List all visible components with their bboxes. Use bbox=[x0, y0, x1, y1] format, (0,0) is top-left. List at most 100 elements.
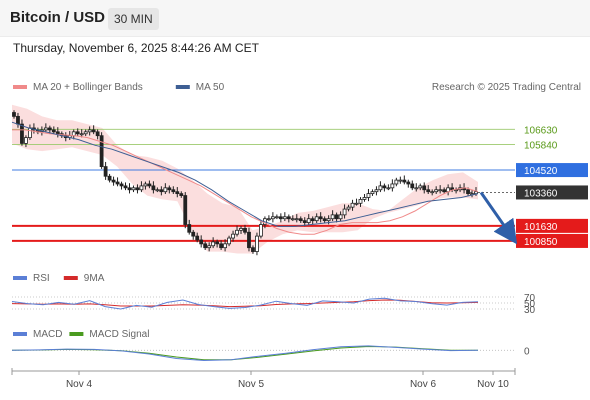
candle bbox=[207, 242, 212, 252]
candle bbox=[55, 127, 60, 138]
candle bbox=[175, 187, 180, 198]
candle bbox=[342, 204, 347, 219]
candle bbox=[243, 224, 247, 235]
candle bbox=[87, 126, 92, 136]
candle bbox=[159, 186, 164, 196]
price-level-label: 101630 bbox=[524, 222, 558, 233]
timeframe-badge[interactable]: 30 MIN bbox=[108, 8, 159, 30]
candle bbox=[51, 126, 56, 135]
ma20-line bbox=[12, 129, 479, 235]
candle bbox=[203, 241, 208, 251]
candle bbox=[99, 132, 104, 169]
main-pane: 106630 105840 104520 103360 101630 100850 bbox=[11, 104, 588, 256]
candle bbox=[211, 237, 216, 249]
candle bbox=[247, 227, 251, 252]
candle bbox=[282, 212, 287, 222]
candle bbox=[370, 189, 375, 196]
candle bbox=[314, 213, 319, 223]
candle bbox=[143, 181, 148, 190]
legend-label: MACD bbox=[33, 329, 62, 340]
candle bbox=[310, 216, 315, 225]
candle bbox=[20, 119, 24, 146]
candle bbox=[155, 187, 160, 193]
candle bbox=[147, 180, 152, 189]
rsi-line bbox=[11, 297, 479, 310]
candle bbox=[434, 186, 439, 195]
title-bar: Bitcoin / USD 30 MIN bbox=[0, 0, 590, 37]
candle bbox=[179, 191, 184, 198]
legend-swatch bbox=[175, 85, 190, 89]
candle bbox=[382, 183, 387, 192]
candle bbox=[346, 204, 351, 212]
candle bbox=[123, 182, 128, 191]
copyright-label: Research © 2025 Trading Central bbox=[432, 82, 581, 93]
candle bbox=[390, 179, 395, 192]
price-level-label: 106630 bbox=[524, 125, 558, 136]
candle bbox=[422, 182, 427, 194]
legend-label: MA 20 + Bollinger Bands bbox=[33, 82, 143, 93]
macd-zero-label: 0 bbox=[524, 346, 530, 357]
candle bbox=[47, 125, 52, 134]
candle bbox=[191, 229, 196, 240]
candle bbox=[286, 214, 291, 223]
candle bbox=[111, 176, 116, 186]
price-level-box bbox=[516, 185, 588, 200]
time-tick-label: Nov 6 bbox=[410, 379, 437, 390]
candle bbox=[362, 194, 367, 202]
candle bbox=[251, 245, 255, 254]
time-tick-label: Nov 10 bbox=[477, 379, 509, 390]
candle bbox=[378, 181, 383, 193]
candle bbox=[163, 183, 168, 195]
candle bbox=[227, 235, 231, 247]
candle bbox=[394, 177, 399, 187]
candle bbox=[350, 199, 355, 211]
chart-datetime: Thursday, November 6, 2025 8:44:26 AM CE… bbox=[13, 41, 259, 55]
rsi-level-label: 70 bbox=[524, 293, 536, 304]
candle bbox=[83, 129, 88, 137]
ma50-line bbox=[11, 121, 479, 227]
candle bbox=[358, 197, 363, 207]
rsi-level-label: 50 bbox=[524, 299, 536, 310]
time-tick-label: Nov 5 bbox=[238, 379, 265, 390]
candle bbox=[151, 181, 156, 194]
candle bbox=[235, 225, 239, 237]
candle bbox=[135, 184, 140, 194]
price-level-label: 104520 bbox=[524, 166, 558, 177]
candle bbox=[298, 216, 303, 223]
candle bbox=[127, 183, 132, 194]
legend-swatch bbox=[13, 85, 27, 89]
legend-label: RSI bbox=[33, 273, 50, 284]
candle bbox=[266, 215, 271, 222]
candle bbox=[426, 185, 431, 195]
candle bbox=[91, 125, 96, 135]
candle bbox=[270, 212, 275, 223]
candle bbox=[406, 179, 411, 188]
candle bbox=[430, 189, 435, 196]
candle bbox=[274, 214, 279, 220]
candle bbox=[330, 210, 335, 222]
candle bbox=[131, 185, 136, 193]
candle bbox=[255, 232, 259, 256]
candle bbox=[414, 183, 419, 192]
price-level-box bbox=[516, 163, 588, 178]
candle bbox=[183, 192, 188, 229]
candle bbox=[239, 226, 243, 234]
candle bbox=[199, 235, 204, 248]
candle bbox=[75, 128, 80, 137]
legend-label: 9MA bbox=[84, 273, 105, 284]
price-level-label: 105840 bbox=[524, 141, 558, 152]
candle bbox=[259, 219, 263, 239]
candle bbox=[43, 123, 48, 133]
candle bbox=[302, 217, 307, 227]
candle bbox=[410, 180, 415, 191]
rsi-level-label: 30 bbox=[524, 305, 536, 316]
macd-pane: 0 bbox=[11, 345, 530, 362]
candle bbox=[294, 214, 299, 223]
candle bbox=[374, 186, 379, 196]
candle bbox=[95, 129, 100, 140]
candle bbox=[366, 188, 371, 202]
forecast-arrow bbox=[479, 191, 518, 245]
price-level-box bbox=[516, 218, 588, 233]
time-tick-label: Nov 4 bbox=[66, 379, 93, 390]
